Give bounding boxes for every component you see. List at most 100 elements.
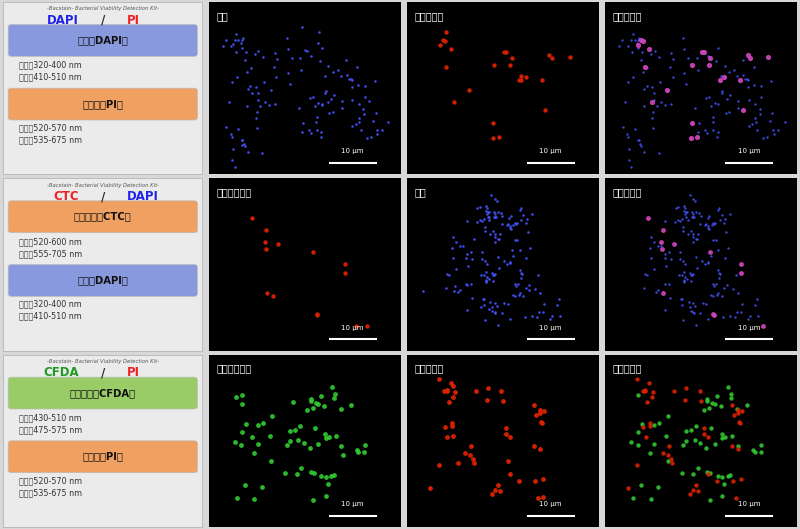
Point — [476, 254, 489, 263]
Point — [466, 254, 479, 263]
Point — [718, 479, 730, 488]
Point — [506, 251, 519, 260]
Point — [491, 481, 504, 490]
Point — [515, 76, 528, 84]
Point — [308, 424, 321, 432]
Point — [636, 387, 649, 395]
Point — [677, 223, 690, 231]
Point — [486, 269, 498, 277]
Point — [305, 395, 318, 403]
Point — [678, 209, 691, 218]
Point — [536, 475, 549, 484]
Point — [346, 76, 358, 85]
Point — [440, 269, 453, 278]
Point — [661, 86, 674, 94]
Point — [637, 68, 650, 76]
Point — [754, 81, 767, 90]
Point — [260, 226, 273, 234]
Point — [235, 36, 248, 44]
Point — [660, 432, 673, 441]
Point — [334, 72, 347, 80]
Point — [648, 88, 661, 97]
Point — [513, 291, 526, 299]
Point — [327, 471, 340, 480]
Point — [658, 101, 671, 110]
Point — [706, 235, 719, 244]
Point — [642, 379, 655, 388]
Point — [724, 209, 737, 218]
Point — [495, 308, 508, 317]
Point — [731, 408, 744, 417]
Point — [703, 496, 716, 504]
Point — [678, 207, 690, 215]
Point — [771, 126, 784, 134]
Point — [637, 423, 650, 432]
Point — [687, 213, 700, 222]
Point — [683, 490, 696, 498]
Point — [638, 63, 651, 71]
Point — [286, 398, 299, 406]
Point — [460, 254, 473, 262]
Point — [717, 313, 730, 321]
Point — [488, 213, 501, 221]
Text: DAPI: DAPI — [47, 14, 79, 26]
Point — [754, 93, 767, 102]
Point — [749, 300, 762, 309]
Point — [656, 226, 669, 234]
Point — [676, 271, 689, 279]
Point — [699, 444, 712, 452]
Point — [315, 128, 328, 136]
Point — [746, 446, 759, 454]
Point — [346, 122, 358, 130]
Point — [527, 400, 540, 409]
Point — [701, 214, 714, 222]
Point — [675, 468, 688, 477]
Point — [286, 53, 298, 62]
Point — [531, 313, 544, 322]
Point — [628, 125, 641, 133]
Point — [370, 125, 383, 134]
Point — [486, 490, 498, 498]
Point — [306, 93, 319, 101]
Point — [513, 477, 526, 485]
Point — [666, 459, 678, 467]
Point — [246, 433, 258, 441]
Point — [667, 387, 680, 395]
Point — [515, 72, 528, 80]
Point — [678, 44, 690, 53]
Point — [331, 66, 344, 74]
Point — [246, 89, 258, 97]
Point — [346, 83, 358, 91]
Point — [304, 129, 317, 138]
Point — [696, 48, 709, 56]
Point — [326, 383, 338, 391]
Point — [433, 375, 446, 384]
Point — [724, 90, 737, 99]
Point — [741, 401, 754, 409]
Point — [537, 493, 550, 501]
Point — [504, 470, 517, 478]
Point — [648, 421, 661, 429]
Point — [474, 303, 487, 311]
Point — [630, 461, 643, 469]
Point — [239, 48, 252, 57]
Point — [478, 301, 490, 309]
Point — [236, 135, 249, 144]
Point — [689, 197, 702, 206]
Point — [230, 30, 242, 39]
Point — [711, 266, 724, 274]
Point — [260, 289, 273, 298]
Point — [330, 432, 342, 440]
Point — [654, 97, 667, 106]
Point — [531, 493, 544, 501]
Point — [718, 218, 730, 227]
Point — [251, 88, 264, 97]
Point — [754, 104, 766, 113]
Point — [726, 400, 738, 409]
Point — [538, 300, 550, 308]
Point — [743, 312, 756, 321]
Point — [250, 124, 263, 132]
Point — [442, 271, 455, 279]
Point — [519, 72, 532, 81]
Point — [503, 214, 516, 222]
